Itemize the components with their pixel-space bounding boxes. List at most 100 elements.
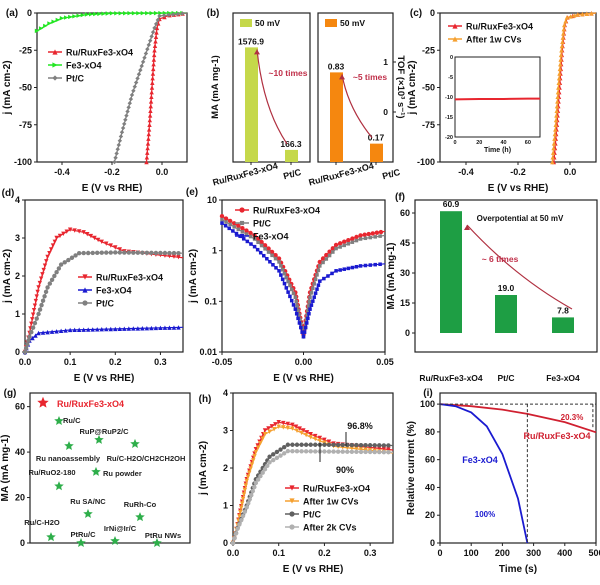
data-point-marker	[303, 442, 309, 447]
data-point-marker	[140, 10, 146, 16]
series-line	[439, 403, 529, 544]
data-point-marker	[378, 229, 384, 235]
point-label: Ru/C-H2O/CH2CH2OH	[107, 454, 186, 463]
legend-label: Fe3-xO4	[96, 286, 132, 296]
data-point-marker	[373, 235, 377, 239]
data-point-marker	[553, 122, 558, 127]
data-point-marker	[289, 485, 295, 491]
x-axis-label: E (V vs RHE)	[74, 373, 135, 384]
data-point-marker	[354, 264, 359, 269]
data-point-marker	[126, 250, 132, 255]
legend-label: Ru/RuxFe3-xO4	[466, 22, 533, 32]
data-point-marker	[148, 38, 153, 43]
data-point-marker	[354, 449, 359, 455]
data-point-marker	[161, 13, 167, 18]
y-tick-label: 0.01	[199, 347, 217, 357]
data-point-marker	[308, 295, 312, 300]
data-point-marker	[45, 254, 50, 260]
data-point-marker	[34, 28, 40, 34]
data-point-marker	[381, 449, 387, 455]
data-point-marker	[374, 230, 380, 235]
x-tick-label: 0.0	[564, 167, 577, 177]
x-tick-label: -0.2	[104, 167, 120, 177]
data-point-marker	[146, 42, 151, 48]
x-axis-label: Time (s)	[499, 564, 537, 575]
data-point-marker	[273, 422, 278, 427]
data-point-marker	[276, 424, 281, 429]
data-point-marker	[282, 451, 287, 456]
y-tick-label: 40	[425, 482, 435, 492]
data-point-marker	[354, 442, 359, 448]
data-point-marker	[326, 439, 332, 444]
data-point-marker	[299, 449, 304, 454]
legend-label: 50 mV	[340, 18, 365, 28]
y-tick-label: -100	[14, 157, 32, 167]
bar	[330, 72, 343, 162]
data-point-marker	[366, 231, 371, 237]
data-point-marker	[316, 268, 321, 273]
data-point-marker	[266, 246, 271, 251]
series-After 1w CVs	[550, 11, 597, 165]
data-point-marker	[115, 147, 120, 152]
data-point-marker	[308, 432, 313, 437]
x-axis-label: E (V vs RHE)	[82, 183, 143, 194]
data-point-marker	[146, 131, 151, 137]
data-point-marker	[140, 250, 145, 255]
data-point-marker	[152, 25, 157, 31]
data-point-marker	[584, 11, 590, 16]
data-point-marker	[31, 308, 37, 313]
annotation-arrow	[341, 74, 373, 139]
y-tick-label: 3	[223, 426, 228, 436]
data-point-marker	[223, 223, 228, 228]
data-point-marker	[90, 327, 95, 332]
annotation: ~ 6 times	[482, 254, 519, 264]
data-point-marker	[108, 250, 113, 255]
category-label: Ru/RuxFe3-xO4	[212, 161, 279, 188]
data-point-marker	[346, 237, 351, 243]
data-point-marker	[277, 269, 281, 273]
data-point-marker	[117, 326, 122, 331]
data-point-marker	[82, 300, 88, 306]
y-axis-label: MA (mA mg-1)	[0, 434, 11, 501]
data-point-marker	[386, 447, 391, 452]
data-point-marker	[258, 250, 263, 255]
data-point-marker	[73, 253, 78, 258]
data-point-marker	[349, 442, 355, 448]
data-point-marker	[30, 335, 35, 341]
data-point-marker	[305, 321, 309, 325]
y-tick-label: 4	[223, 388, 228, 398]
data-point-marker	[120, 125, 126, 131]
data-point-marker	[239, 501, 245, 506]
plot-frame	[36, 12, 188, 163]
data-point-marker	[363, 236, 368, 241]
data-point-marker	[154, 25, 160, 31]
point-label: IrNi@Ir/C	[104, 524, 137, 533]
data-point-marker	[40, 298, 46, 303]
star-marker	[91, 466, 101, 476]
data-point-marker	[262, 428, 268, 433]
y-tick-label: 60	[15, 402, 25, 412]
subplot-frame	[232, 12, 311, 163]
bar	[285, 149, 298, 162]
data-point-marker	[27, 334, 32, 339]
data-point-marker	[63, 15, 69, 20]
y-tick-label: 0.1	[204, 296, 217, 306]
data-point-marker	[349, 446, 355, 451]
data-point-marker	[589, 11, 594, 16]
data-point-marker	[135, 326, 141, 331]
data-point-marker	[308, 435, 313, 440]
x-tick-label: 0.3	[154, 357, 167, 367]
data-point-marker	[248, 466, 253, 471]
data-point-marker	[270, 253, 274, 258]
data-point-marker	[153, 10, 159, 16]
data-point-marker	[285, 448, 291, 454]
y-tick-label: -75	[422, 120, 435, 130]
data-point-marker	[154, 30, 159, 35]
star-marker	[83, 508, 93, 518]
data-point-marker	[249, 242, 253, 246]
data-point-marker	[118, 11, 124, 16]
y-tick-label: -75	[19, 120, 32, 130]
data-point-marker	[149, 10, 154, 16]
plot-frame	[439, 392, 597, 544]
star-marker	[110, 535, 120, 545]
